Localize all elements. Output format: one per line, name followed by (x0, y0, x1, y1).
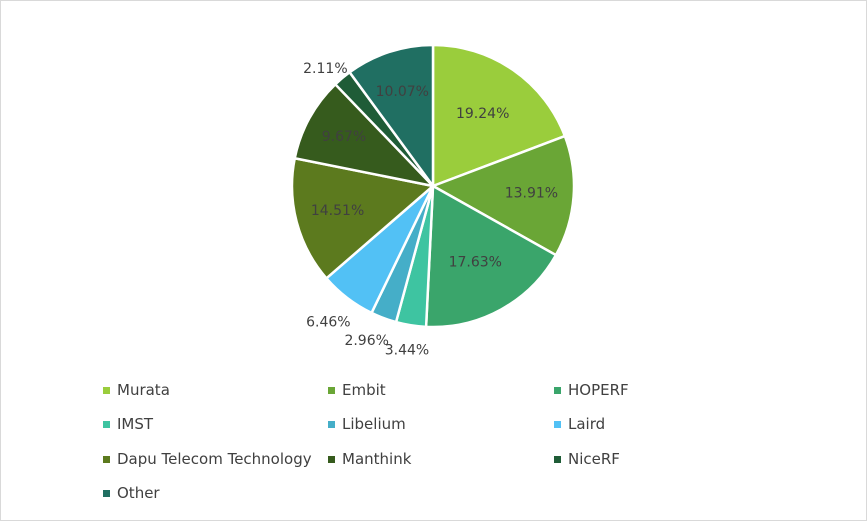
legend-item-libelium: Libelium (328, 414, 406, 434)
legend-label: Murata (117, 381, 170, 399)
legend-swatch (554, 386, 561, 394)
legend-swatch (328, 386, 335, 394)
legend-label: NiceRF (568, 450, 620, 468)
pie-slice-embit (431, 134, 576, 257)
legend-label: Manthink (342, 450, 412, 468)
legend-item-laird: Laird (554, 414, 605, 434)
pie-slice-murata (431, 43, 567, 188)
legend-item-dapu-telecom-technology: Dapu Telecom Technology (103, 449, 312, 469)
data-label-hoperf: 17.63% (449, 255, 502, 271)
data-label-laird: 6.46% (306, 315, 350, 331)
legend-swatch (328, 455, 335, 463)
legend-item-murata: Murata (103, 380, 170, 400)
legend-label: Libelium (342, 415, 406, 433)
legend-item-hoperf: HOPERF (554, 380, 629, 400)
legend-label: HOPERF (568, 381, 629, 399)
legend-label: Laird (568, 415, 606, 433)
legend-swatch (554, 455, 561, 463)
pie-slice-manthink (293, 83, 435, 188)
legend-swatch (328, 420, 335, 428)
legend-swatch (554, 420, 561, 428)
legend-label: Other (117, 484, 160, 502)
data-label-libelium: 2.96% (344, 333, 388, 349)
legend-swatch (103, 386, 110, 394)
pie-data-labels: 19.24% 13.91% 17.63% 3.44%2.96% 6.46% 14.51% 9… (303, 61, 558, 358)
legend-item-other: Other (103, 483, 160, 503)
legend-item-nicerf: NiceRF (554, 449, 620, 469)
legend-item-imst: IMST (103, 414, 153, 434)
data-label-murata: 19.24% (456, 106, 509, 122)
legend-label: Embit (342, 381, 386, 399)
pie-slices (290, 43, 576, 329)
legend-item-manthink: Manthink (328, 449, 411, 469)
data-label-imst: 3.44% (385, 342, 429, 358)
data-label-other: 10.07% (376, 84, 429, 100)
data-label-dapu-telecom-technology: 14.51% (311, 203, 364, 219)
pie-slice-other (348, 43, 435, 188)
legend-item-embit: Embit (328, 380, 386, 400)
legend-label: Dapu Telecom Technology (117, 450, 312, 468)
pie-slice-hoperf (424, 184, 558, 329)
pie-slice-dapu-telecom-technology (290, 157, 435, 280)
data-label-manthink: 9.67% (322, 129, 366, 145)
legend-swatch (103, 489, 110, 497)
data-label-nicerf: 2.11% (303, 61, 347, 77)
data-label-embit: 13.91% (505, 185, 558, 201)
legend-swatch (103, 455, 110, 463)
legend-label: IMST (117, 415, 154, 433)
legend-swatch (103, 420, 110, 428)
